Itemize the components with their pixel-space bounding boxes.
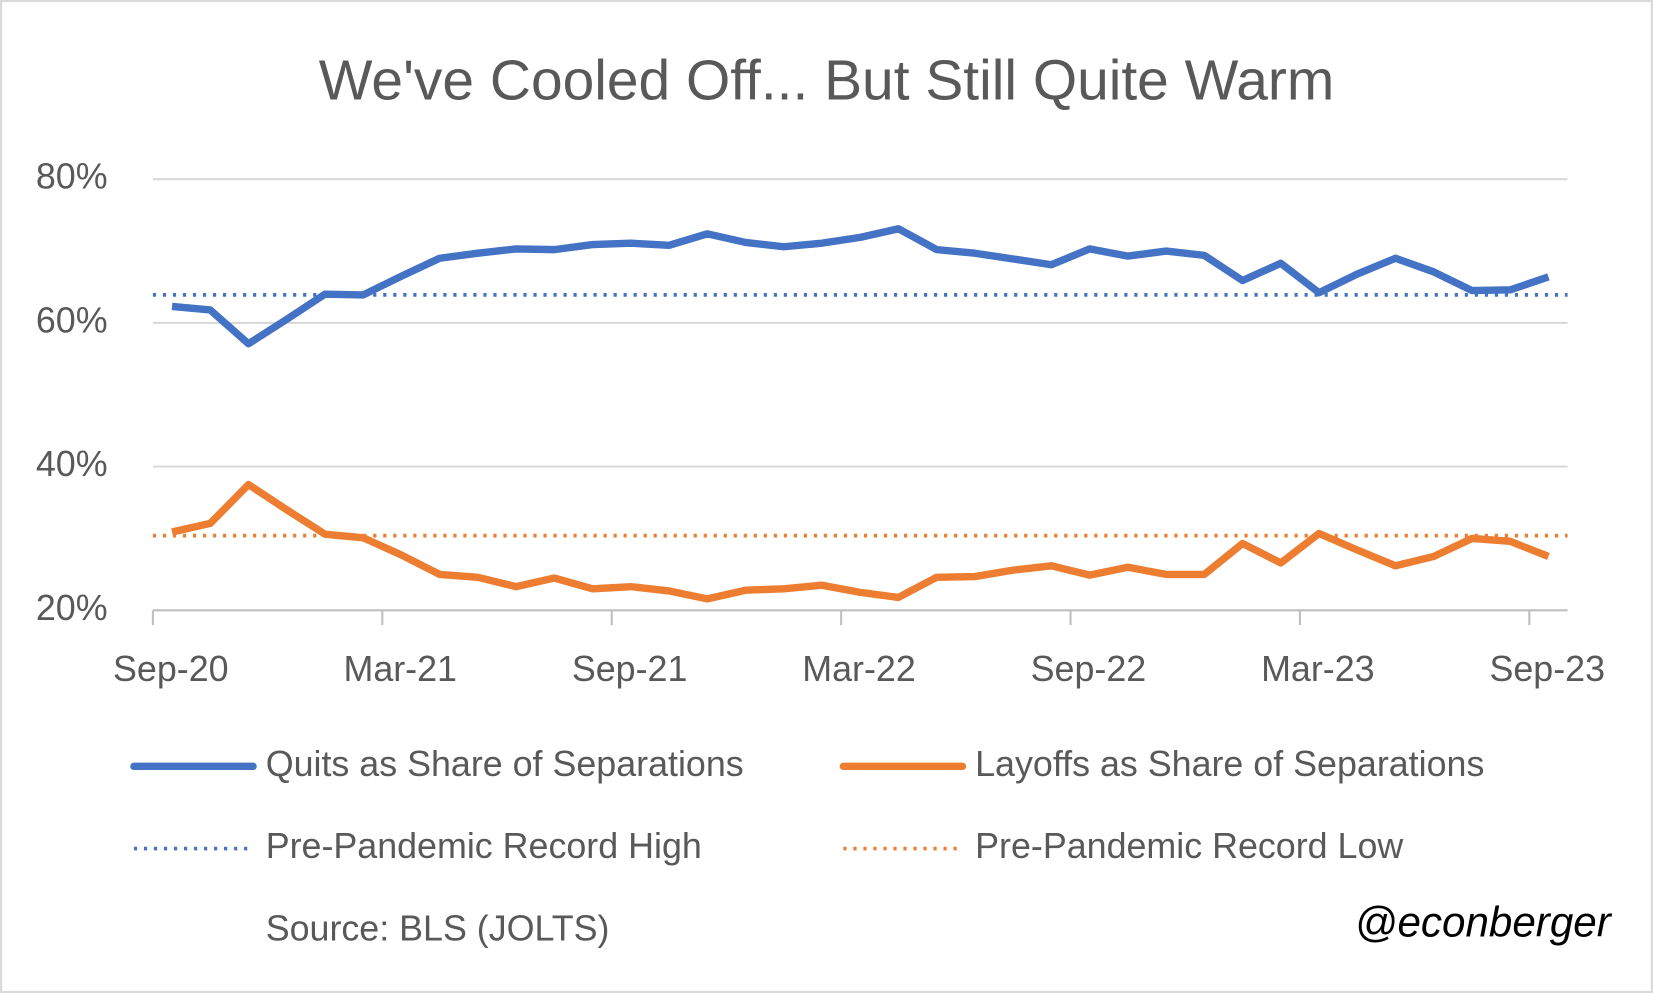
- legend-label: Pre-Pandemic Record High: [266, 826, 702, 866]
- y-tick-label: 80%: [36, 157, 108, 197]
- legend-label: Layoffs as Share of Separations: [975, 744, 1484, 784]
- x-tick-label: Sep-22: [1031, 649, 1147, 689]
- series-line: [171, 480, 1550, 603]
- y-tick-label: 60%: [36, 300, 108, 340]
- y-tick-label: 20%: [36, 588, 108, 628]
- handle: @econberger: [1355, 899, 1613, 946]
- x-tick-label: Mar-22: [802, 649, 916, 689]
- x-tick-label: Sep-20: [113, 649, 229, 689]
- y-tick-label: 40%: [36, 444, 108, 484]
- source-note: Source: BLS (JOLTS): [266, 908, 610, 948]
- x-tick-label: Mar-23: [1261, 649, 1374, 689]
- x-tick-label: Sep-23: [1489, 649, 1605, 689]
- x-tick-label: Mar-21: [343, 649, 456, 689]
- chart-title: We've Cooled Off... But Still Quite Warm: [319, 48, 1335, 112]
- legend-label: Quits as Share of Separations: [266, 744, 744, 784]
- series-line: [171, 225, 1550, 348]
- legend-label: Pre-Pandemic Record Low: [975, 826, 1403, 866]
- x-tick-label: Sep-21: [572, 649, 688, 689]
